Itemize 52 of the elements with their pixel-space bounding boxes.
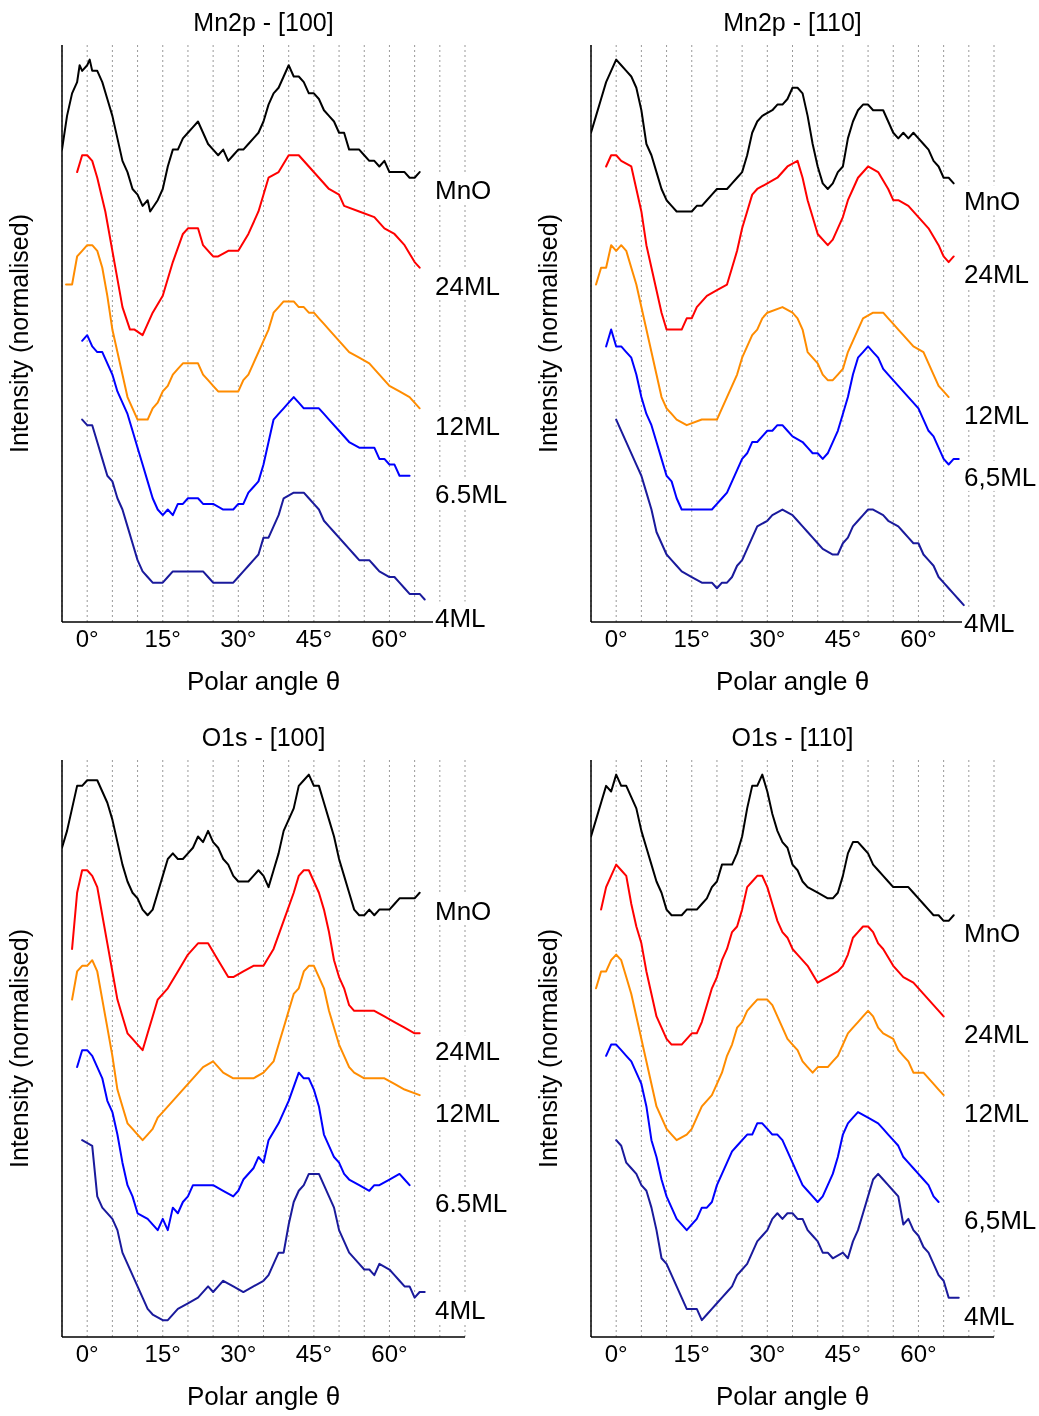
x-tick-label: 60° — [900, 1340, 937, 1368]
x-tick-label: 45° — [824, 625, 862, 653]
series-label: 4ML — [964, 1300, 1015, 1331]
y-axis-title: Intensity (normalised) — [5, 929, 33, 1168]
series-label: 12ML — [435, 1098, 501, 1129]
x-axis-title: Polar angle θ — [186, 1381, 341, 1411]
chart-title: Mn2p - [100] — [192, 8, 335, 37]
chart-title: Mn2p - [110] — [722, 8, 863, 37]
series-label: 12ML — [964, 400, 1030, 431]
x-tick-label: 15° — [144, 625, 181, 653]
series-label: 6,5ML — [964, 461, 1037, 492]
series-label: MnO — [435, 895, 492, 926]
x-axis-title: Polar angle θ — [715, 666, 870, 696]
x-axis-title: Polar angle θ — [715, 1381, 870, 1411]
series-label: 4ML — [964, 608, 1015, 639]
series-label: 24ML — [964, 259, 1030, 290]
y-axis-title: Intensity (normalised) — [534, 929, 562, 1168]
series-label: 6.5ML — [435, 478, 508, 509]
x-tick-label: 30° — [749, 1340, 786, 1368]
x-tick-label: 60° — [371, 625, 408, 653]
x-tick-label: 15° — [673, 1340, 710, 1368]
x-tick-label: 15° — [144, 1340, 181, 1368]
x-tick-label: 45° — [295, 625, 333, 653]
x-tick-label: 0° — [75, 625, 99, 653]
x-tick-label: 30° — [220, 1340, 257, 1368]
x-tick-label: 45° — [824, 1340, 862, 1368]
series-label: 12ML — [435, 411, 501, 442]
series-label: 4ML — [435, 602, 486, 633]
y-axis-title: Intensity (normalised) — [5, 214, 33, 453]
x-tick-label: 60° — [371, 1340, 408, 1368]
chart-title: O1s - [110] — [730, 723, 855, 752]
x-tick-label: 45° — [295, 1340, 333, 1368]
x-tick-label: 0° — [75, 1340, 99, 1368]
x-tick-label: 15° — [673, 625, 710, 653]
series-label: 24ML — [435, 270, 501, 301]
series-label: 12ML — [964, 1098, 1030, 1129]
x-tick-label: 30° — [220, 625, 257, 653]
series-label: MnO — [964, 918, 1021, 949]
series-label: 4ML — [435, 1295, 486, 1326]
series-label: 24ML — [435, 1036, 501, 1067]
x-tick-label: 0° — [604, 625, 628, 653]
series-label: MnO — [964, 186, 1021, 217]
chart-title: O1s - [100] — [200, 723, 327, 752]
series-label: 6,5ML — [964, 1205, 1037, 1236]
series-label: MnO — [435, 175, 492, 206]
series-label: 24ML — [964, 1019, 1030, 1050]
x-tick-label: 30° — [749, 625, 786, 653]
y-axis-title: Intensity (normalised) — [534, 214, 562, 453]
x-axis-title: Polar angle θ — [186, 666, 341, 696]
series-label: 6.5ML — [435, 1188, 508, 1219]
x-tick-label: 60° — [900, 625, 937, 653]
x-tick-label: 0° — [604, 1340, 628, 1368]
